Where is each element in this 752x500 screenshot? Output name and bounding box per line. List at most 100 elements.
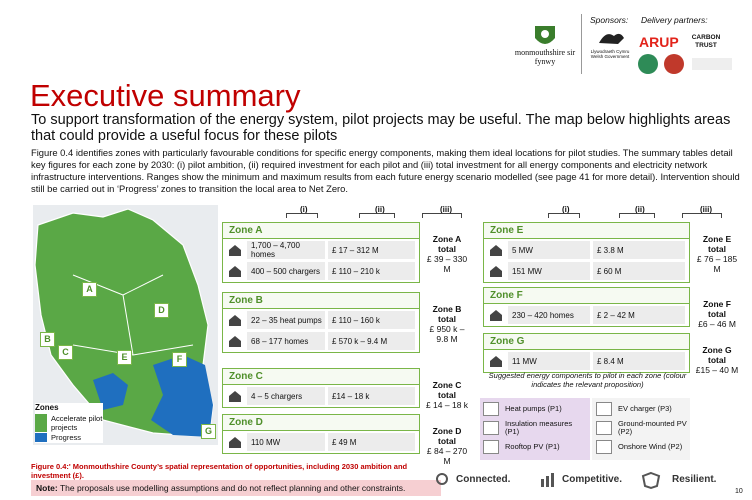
key-caption: Suggested energy components to pilot in … — [488, 371, 687, 389]
zone-total: Zone A total £ 39 – 330 M — [424, 234, 470, 274]
title: Executive summary — [30, 78, 301, 113]
column-header: (iii) — [440, 205, 452, 214]
footer-icons — [436, 471, 661, 490]
zone-total-label: Zone A total — [432, 234, 462, 254]
column-header: (i) — [562, 205, 570, 214]
zone-total: Zone B total £ 950 k – 9.8 M — [424, 304, 470, 344]
key-label: Ground-mounted PV (P2) — [618, 419, 687, 436]
column-header: (ii) — [375, 205, 385, 214]
legend-label: Accelerate pilot projects — [51, 414, 103, 432]
key-label: Insulation measures (P1) — [505, 419, 573, 436]
zone-name: Zone E — [484, 223, 689, 239]
pilot-investment: £ 60 M — [593, 262, 685, 280]
zone-total: Zone C total £ 14 – 18 k — [424, 380, 470, 410]
row-icon — [488, 243, 504, 257]
zone-box: Zone F 230 – 420 homes £ 2 – 42 M — [483, 287, 690, 327]
zone-name: Zone G — [484, 334, 689, 350]
body-text: Figure 0.4 identifies zones with particu… — [31, 147, 740, 194]
map-zone-label: E — [117, 350, 132, 365]
zone-total-value: £ 14 – 18 k — [425, 400, 469, 410]
column-bracket — [286, 213, 318, 218]
map-zone-label: B — [40, 332, 55, 347]
pilot-investment: £ 110 – 210 k — [328, 262, 415, 280]
footer-value: Connected. — [456, 474, 511, 485]
zone-row: 230 – 420 homes £ 2 – 42 M — [484, 305, 689, 325]
sponsors-label: Sponsors: — [590, 15, 629, 25]
sponsor-name: Llywodraeth Cymru Welsh Government — [590, 49, 630, 59]
row-icon — [488, 308, 504, 322]
key-label: Rooftop PV (P1) — [505, 442, 560, 451]
zone-name: Zone D — [223, 415, 419, 431]
map-zone-label: C — [58, 345, 73, 360]
column-bracket — [682, 213, 722, 218]
pilot-investment: £ 8.4 M — [593, 352, 685, 370]
key-label: EV charger (P3) — [618, 404, 672, 413]
zone-row: 11 MW £ 8.4 M — [484, 351, 689, 371]
zone-total-value: £ 84 – 270 M — [426, 446, 468, 466]
pilot-investment: £ 110 – 160 k — [328, 311, 415, 329]
pilot-ambition: 5 MW — [508, 241, 590, 259]
key-label: Heat pumps (P1) — [505, 404, 562, 413]
zone-name: Zone A — [223, 223, 419, 239]
note-text: The proposals use modelling assumptions … — [59, 483, 406, 493]
row-icon — [227, 313, 243, 327]
pilot-ambition: 11 MW — [508, 352, 590, 370]
subtitle: To support transformation of the energy … — [31, 112, 731, 144]
pilot-ambition: 1,700 – 4,700 homes — [247, 241, 325, 259]
map-zone-label: D — [154, 303, 169, 318]
key-item: Ground-mounted PV (P2) — [596, 420, 688, 436]
zone-row: 1,700 – 4,700 homes £ 17 – 312 M — [223, 240, 419, 260]
zone-total-label: Zone B total — [432, 304, 462, 324]
pilot-investment: £14 – 18 k — [328, 387, 415, 405]
note: Note: The proposals use modelling assump… — [31, 480, 441, 496]
zone-total-value: £ 950 k – 9.8 M — [429, 324, 465, 344]
divider — [581, 14, 582, 74]
zone-total-label: Zone D total — [432, 426, 462, 446]
zone-row: 68 – 177 homes £ 570 k – 9.4 M — [223, 331, 419, 351]
key-item: EV charger (P3) — [596, 402, 688, 416]
pilot-ambition: 151 MW — [508, 262, 590, 280]
zone-total-value: £15 – 40 M — [695, 365, 739, 375]
zone-total: Zone F total £6 – 46 M — [694, 299, 740, 329]
column-bracket — [422, 213, 462, 218]
zone-total: Zone G total £15 – 40 M — [694, 345, 740, 375]
footer-value: Competitive. — [562, 474, 623, 485]
zone-total-label: Zone G total — [702, 345, 732, 365]
column-header: (i) — [300, 205, 308, 214]
map-zone-label: A — [82, 282, 97, 297]
pilot-investment: £ 2 – 42 M — [593, 306, 685, 324]
column-header: (ii) — [635, 205, 645, 214]
row-icon — [227, 389, 243, 403]
legend-title: Zones — [35, 403, 59, 412]
pilot-investment: £ 570 k – 9.4 M — [328, 332, 415, 350]
zone-row: 110 MW £ 49 M — [223, 432, 419, 452]
council-name: monmouthshire sir fynwy — [514, 48, 576, 66]
zone-box: Zone E 5 MW £ 3.8 M 151 MW £ 60 M — [483, 222, 690, 283]
key-icon — [596, 421, 612, 435]
page-number: 10 — [735, 488, 743, 495]
zone-total: Zone E total £ 76 – 185 M — [694, 234, 740, 274]
row-icon — [227, 435, 243, 449]
pilot-investment: £ 3.8 M — [593, 241, 685, 259]
key-item: Heat pumps (P1) — [483, 402, 588, 416]
zone-box: Zone B 22 – 35 heat pumps £ 110 – 160 k 68 … — [222, 292, 420, 353]
council-crest — [535, 26, 555, 44]
pilot-ambition: 22 – 35 heat pumps — [247, 311, 325, 329]
pilot-ambition: 110 MW — [247, 433, 325, 451]
zone-name: Zone F — [484, 288, 689, 304]
key-icon — [483, 421, 499, 435]
row-icon — [227, 243, 243, 257]
partners-label: Delivery partners: — [641, 15, 708, 25]
key-icon — [596, 402, 612, 416]
zone-total-value: £ 39 – 330 M — [426, 254, 468, 274]
zone-total-label: Zone E total — [702, 234, 732, 254]
zone-name: Zone B — [223, 293, 419, 309]
zone-box: Zone D 110 MW £ 49 M — [222, 414, 420, 454]
key-item: Insulation measures (P1) — [483, 420, 588, 436]
key-item: Onshore Wind (P2) — [596, 440, 688, 454]
pilot-ambition: 4 – 5 chargers — [247, 387, 325, 405]
key-label: Onshore Wind (P2) — [618, 442, 683, 451]
map-legend: Zones Accelerate pilot projects Progress — [35, 403, 103, 443]
